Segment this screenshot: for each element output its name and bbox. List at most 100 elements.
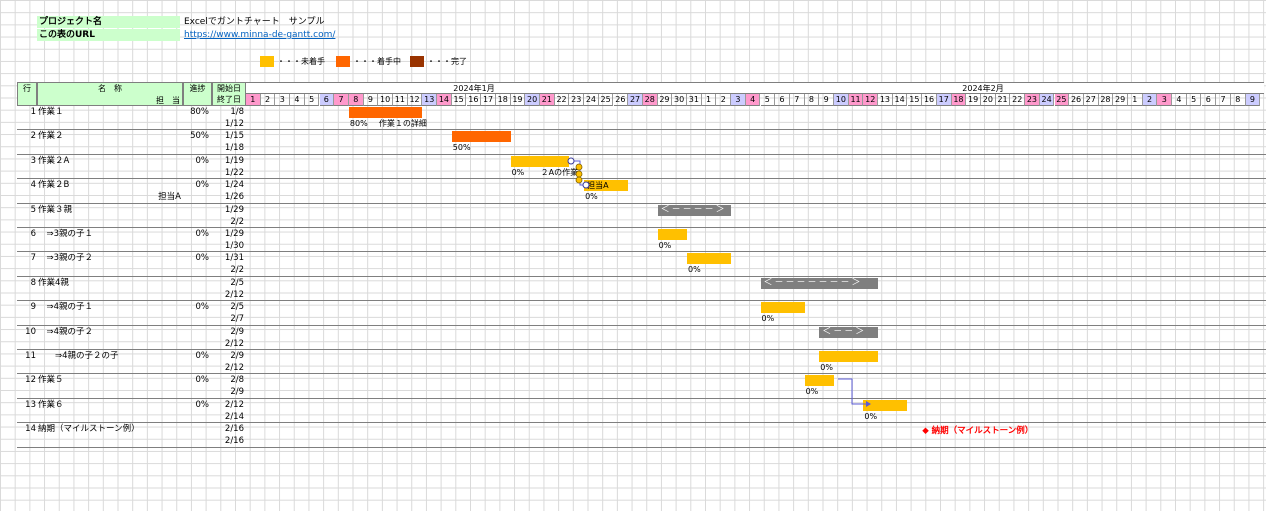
task-name[interactable]: 作業３親 bbox=[38, 204, 73, 215]
task-name[interactable]: 作業２ bbox=[38, 131, 64, 142]
day-header-cell: 3 bbox=[731, 94, 746, 106]
task-end-date[interactable]: 2/12 bbox=[224, 289, 244, 300]
task-start-date[interactable]: 2/9 bbox=[230, 326, 244, 337]
connector-endpoint[interactable] bbox=[567, 157, 575, 165]
table-row[interactable]: 1 作業１ 80% 1/8 1/12 bbox=[17, 106, 1266, 131]
task-start-date[interactable]: 1/24 bbox=[224, 180, 244, 191]
task-end-date[interactable]: 2/2 bbox=[230, 265, 244, 276]
table-row[interactable]: 2 作業２ 50% 1/15 1/18 bbox=[17, 130, 1266, 155]
task-progress[interactable]: 0% bbox=[195, 351, 210, 361]
task-start-date[interactable]: 1/29 bbox=[224, 229, 244, 239]
task-progress[interactable]: 50% bbox=[190, 131, 209, 142]
task-end-date[interactable]: 2/12 bbox=[224, 338, 244, 349]
task-bar[interactable] bbox=[584, 180, 629, 192]
task-bar[interactable] bbox=[863, 399, 908, 411]
task-name[interactable]: 作業２A bbox=[38, 155, 70, 166]
row-number: 4 bbox=[30, 180, 36, 191]
task-progress[interactable]: 0% bbox=[195, 253, 210, 264]
task-start-date[interactable]: 2/9 bbox=[230, 351, 244, 361]
task-start-date[interactable]: 2/5 bbox=[230, 302, 244, 313]
task-name[interactable]: ⇒4親の子２ bbox=[38, 326, 94, 337]
task-start-date[interactable]: 2/5 bbox=[230, 277, 244, 288]
task-start-date[interactable]: 2/16 bbox=[224, 424, 244, 435]
header-end: 終了日 bbox=[217, 95, 241, 104]
task-bar[interactable] bbox=[804, 375, 834, 387]
task-name[interactable]: ⇒3親の子２ bbox=[38, 253, 94, 264]
task-start-date[interactable]: 1/8 bbox=[230, 107, 244, 117]
task-end-date[interactable]: 2/12 bbox=[224, 363, 244, 373]
task-bar[interactable] bbox=[451, 131, 511, 143]
connector-handle[interactable] bbox=[575, 176, 583, 184]
task-bar[interactable] bbox=[760, 302, 805, 314]
project-name-value[interactable]: Excelでガントチャート サンプル bbox=[184, 17, 325, 27]
task-bar[interactable] bbox=[657, 229, 687, 240]
connector-endpoint[interactable] bbox=[582, 181, 590, 189]
task-name[interactable]: 作業２B bbox=[38, 180, 70, 191]
table-row[interactable]: 13 作業６ 0% 2/12 2/14 bbox=[17, 399, 1266, 424]
url-link[interactable]: https://www.minna-de-gantt.com/ bbox=[184, 30, 336, 40]
table-row[interactable]: 8 作業4親 2/5 2/12 bbox=[17, 277, 1266, 302]
task-name[interactable]: 作業６ bbox=[38, 399, 64, 410]
day-header-cell: 8 bbox=[804, 94, 820, 106]
task-progress[interactable]: 0% bbox=[195, 375, 210, 386]
task-bar[interactable] bbox=[687, 253, 732, 265]
task-bar[interactable] bbox=[510, 155, 570, 167]
task-start-date[interactable]: 1/31 bbox=[224, 253, 244, 264]
table-row[interactable]: 9 ⇒4親の子１ 0% 2/5 2/7 bbox=[17, 301, 1266, 326]
task-end-date[interactable]: 1/26 bbox=[224, 192, 244, 203]
table-row[interactable]: 5 作業３親 1/29 2/2 bbox=[17, 204, 1266, 228]
summary-bar[interactable]: ＜－－－－＞ bbox=[657, 204, 732, 216]
task-name[interactable]: 作業１ bbox=[38, 107, 64, 117]
task-owner[interactable]: 担当A bbox=[158, 192, 181, 203]
task-end-date[interactable]: 2/14 bbox=[224, 411, 244, 422]
task-progress[interactable]: 0% bbox=[195, 399, 210, 410]
table-row[interactable]: 3 作業２A 0% 1/19 1/22 bbox=[17, 155, 1266, 180]
day-header-cell: 20 bbox=[525, 94, 540, 106]
task-end-date[interactable]: 2/16 bbox=[224, 436, 244, 447]
task-end-date[interactable]: 1/18 bbox=[224, 143, 244, 154]
day-header-cell: 9 bbox=[363, 94, 379, 106]
connector-handle[interactable] bbox=[575, 170, 583, 178]
header-name-cell: 名 称 担 当 bbox=[37, 82, 183, 106]
task-start-date[interactable]: 2/12 bbox=[224, 399, 244, 410]
milestone-marker[interactable]: ◆ 納期（マイルストーン例） bbox=[922, 426, 1034, 437]
task-end-date[interactable]: 1/30 bbox=[224, 241, 244, 251]
task-bar[interactable] bbox=[819, 351, 879, 362]
task-end-date[interactable]: 1/12 bbox=[224, 119, 244, 129]
task-progress[interactable]: 80% bbox=[190, 107, 209, 117]
table-row[interactable]: 14 納期（マイルストーン例） 2/16 2/16 bbox=[17, 423, 1266, 448]
summary-bar[interactable]: ＜－－－－－－－＞ bbox=[760, 277, 879, 289]
task-name[interactable]: ⇒4親の子１ bbox=[38, 302, 94, 313]
table-row[interactable]: 4 作業２B 担当A 0% 1/24 1/26 bbox=[17, 179, 1266, 204]
connector-handle[interactable] bbox=[575, 163, 583, 171]
day-header-cell: 24 bbox=[1039, 94, 1055, 106]
task-name[interactable]: 作業4親 bbox=[38, 277, 69, 288]
task-end-date[interactable]: 2/9 bbox=[230, 387, 244, 398]
row-number: 11 bbox=[25, 351, 36, 361]
task-start-date[interactable]: 1/19 bbox=[224, 155, 244, 166]
task-progress[interactable]: 0% bbox=[195, 229, 210, 239]
table-row[interactable]: 12 作業５ 0% 2/8 2/9 bbox=[17, 374, 1266, 399]
task-end-date[interactable]: 1/22 bbox=[224, 167, 244, 178]
task-name[interactable]: ⇒4親の子２の子 bbox=[38, 351, 119, 361]
task-progress[interactable]: 0% bbox=[195, 155, 210, 166]
summary-bar[interactable]: ＜－－＞ bbox=[819, 326, 879, 338]
task-name[interactable]: 作業５ bbox=[38, 375, 64, 386]
task-bar[interactable] bbox=[348, 107, 423, 118]
task-end-date[interactable]: 2/7 bbox=[230, 314, 244, 325]
task-start-date[interactable]: 1/15 bbox=[224, 131, 244, 142]
table-row[interactable]: 7 ⇒3親の子２ 0% 1/31 2/2 bbox=[17, 252, 1266, 277]
task-name[interactable]: ⇒3親の子１ bbox=[38, 229, 94, 239]
task-progress[interactable]: 0% bbox=[195, 302, 210, 313]
legend-swatch bbox=[410, 56, 424, 67]
task-end-date[interactable]: 2/2 bbox=[230, 216, 244, 227]
table-row[interactable]: 6 ⇒3親の子１ 0% 1/29 1/30 bbox=[17, 228, 1266, 253]
day-header-cell: 25 bbox=[1054, 94, 1070, 106]
task-start-date[interactable]: 1/29 bbox=[224, 204, 244, 215]
task-progress[interactable]: 0% bbox=[195, 180, 210, 191]
day-header-cell: 17 bbox=[481, 94, 496, 106]
table-row[interactable]: 11 ⇒4親の子２の子 0% 2/9 2/12 bbox=[17, 350, 1266, 375]
table-row[interactable]: 10 ⇒4親の子２ 2/9 2/12 bbox=[17, 326, 1266, 350]
task-name[interactable]: 納期（マイルストーン例） bbox=[38, 424, 140, 435]
task-start-date[interactable]: 2/8 bbox=[230, 375, 244, 386]
